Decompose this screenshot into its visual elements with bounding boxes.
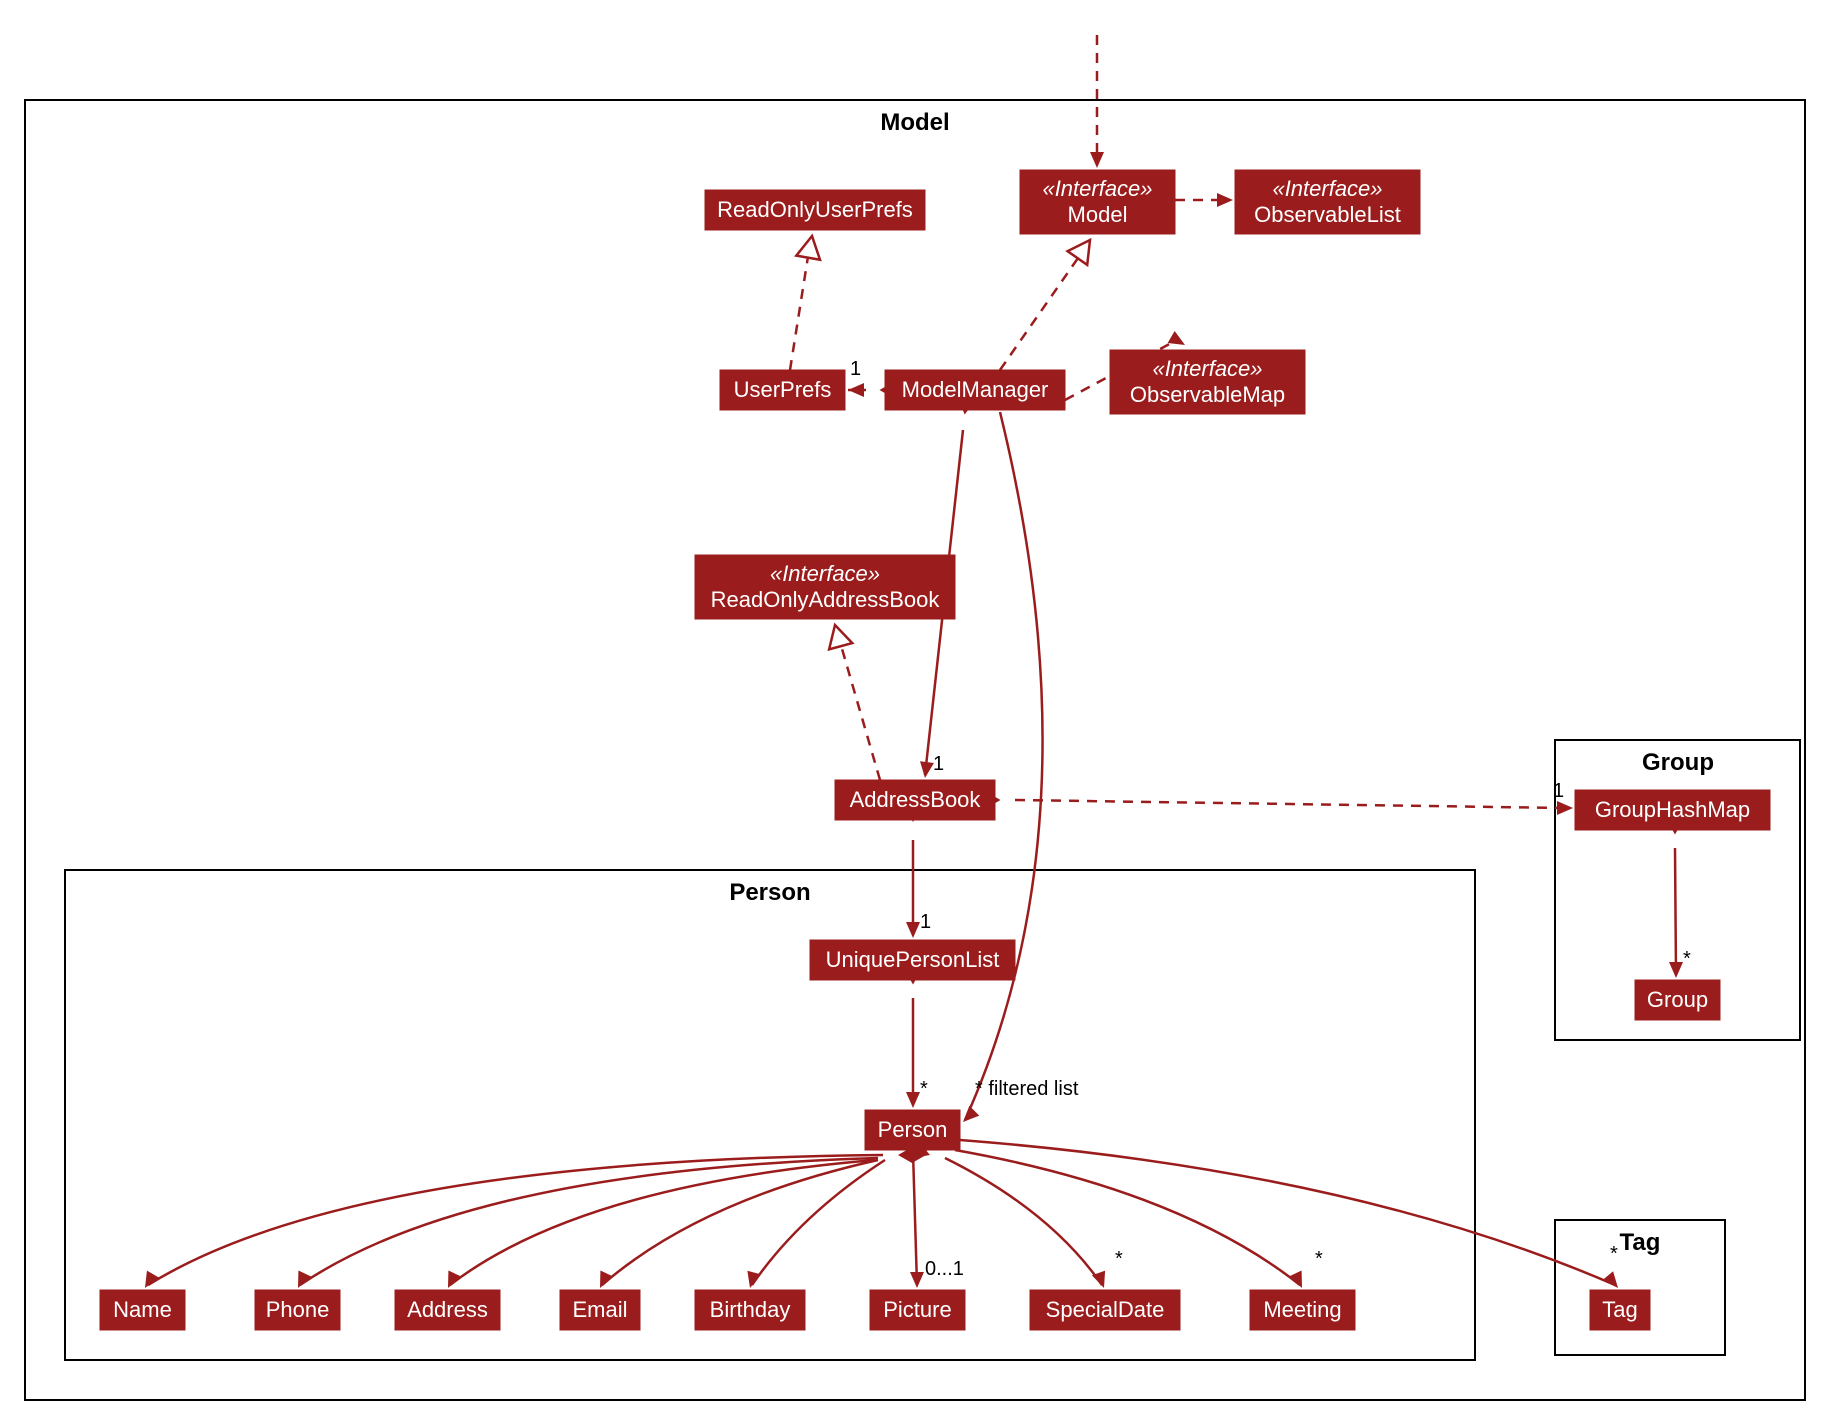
package-title-person: Person — [729, 879, 810, 906]
svg-text:Email: Email — [572, 1297, 627, 1322]
node-person: Person — [865, 1110, 960, 1150]
node-uniquePersonList: UniquePersonList — [810, 940, 1015, 980]
node-observableMap: «Interface»ObservableMap — [1110, 350, 1305, 414]
svg-text:Phone: Phone — [266, 1297, 330, 1322]
svg-text:*: * — [1683, 948, 1691, 970]
svg-text:*: * — [1315, 1248, 1323, 1270]
svg-text:«Interface»: «Interface» — [770, 561, 880, 586]
node-specialDate: SpecialDate — [1030, 1290, 1180, 1330]
node-observableList: «Interface»ObservableList — [1235, 170, 1420, 234]
node-tag: Tag — [1590, 1290, 1650, 1330]
node-address: Address — [395, 1290, 500, 1330]
package-title-tag: Tag — [1620, 1229, 1661, 1256]
svg-text:GroupHashMap: GroupHashMap — [1595, 797, 1750, 822]
svg-text:1: 1 — [920, 911, 931, 933]
svg-text:Person: Person — [878, 1117, 948, 1142]
svg-text:Model: Model — [1068, 202, 1128, 227]
svg-text:UniquePersonList: UniquePersonList — [826, 947, 1000, 972]
node-readOnlyUserPrefs: ReadOnlyUserPrefs — [705, 190, 925, 230]
svg-text:UserPrefs: UserPrefs — [734, 377, 832, 402]
svg-text:*: * — [1115, 1248, 1123, 1270]
svg-text:«Interface»: «Interface» — [1042, 176, 1152, 201]
edge-p-picture: 0...1 — [910, 1152, 964, 1288]
svg-text:«Interface»: «Interface» — [1152, 356, 1262, 381]
svg-text:1: 1 — [933, 753, 944, 775]
node-groupHashMap: GroupHashMap — [1575, 790, 1770, 830]
svg-text:Birthday: Birthday — [710, 1297, 791, 1322]
edge-ab-to-ghm: 1 — [970, 780, 1573, 815]
node-userPrefs: UserPrefs — [720, 370, 845, 410]
node-email: Email — [560, 1290, 640, 1330]
svg-text:*: * — [920, 1078, 928, 1100]
edge-p-tag: * — [916, 1128, 1623, 1293]
svg-text:Meeting: Meeting — [1263, 1297, 1341, 1322]
node-readOnlyAddressBook: «Interface»ReadOnlyAddressBook — [695, 555, 955, 619]
package-title-model: Model — [880, 109, 949, 136]
edge-model-to-obslist — [1175, 193, 1233, 207]
edge-mm-realize-model — [1000, 233, 1100, 370]
node-ifaceModel: «Interface»Model — [1020, 170, 1175, 234]
svg-text:Picture: Picture — [883, 1297, 951, 1322]
edge-p-email — [594, 1160, 878, 1291]
nodes-layer: ReadOnlyUserPrefs«Interface»Model«Interf… — [100, 170, 1770, 1330]
svg-text:«Interface»: «Interface» — [1272, 176, 1382, 201]
svg-text:1: 1 — [1553, 780, 1564, 802]
uml-class-diagram: Model Person Group Tag 1 1 1 * 1 * * filtered list… — [0, 0, 1830, 1412]
svg-text:SpecialDate: SpecialDate — [1046, 1297, 1165, 1322]
svg-text:ReadOnlyAddressBook: ReadOnlyAddressBook — [711, 587, 941, 612]
svg-text:ModelManager: ModelManager — [902, 377, 1049, 402]
node-name: Name — [100, 1290, 185, 1330]
svg-text:0...1: 0...1 — [925, 1258, 964, 1280]
edge-p-birthday — [743, 1160, 885, 1290]
svg-text:Group: Group — [1647, 987, 1708, 1012]
package-title-group: Group — [1642, 749, 1714, 776]
edge-ab-realize-roab — [823, 622, 880, 780]
node-phone: Phone — [255, 1290, 340, 1330]
svg-text:1: 1 — [850, 358, 861, 380]
node-modelManager: ModelManager — [885, 370, 1065, 410]
edge-mm-to-person: * filtered list — [958, 412, 1079, 1127]
svg-text:ObservableList: ObservableList — [1254, 202, 1401, 227]
svg-text:* filtered list: * filtered list — [975, 1078, 1079, 1100]
node-addressBook: AddressBook — [835, 780, 995, 820]
edge-userprefs-realize-roup — [790, 234, 824, 370]
svg-text:Tag: Tag — [1602, 1297, 1637, 1322]
svg-text:ReadOnlyUserPrefs: ReadOnlyUserPrefs — [717, 197, 913, 222]
edge-p-phone — [292, 1158, 878, 1291]
svg-text:AddressBook: AddressBook — [850, 787, 982, 812]
svg-text:Name: Name — [113, 1297, 172, 1322]
package-person — [65, 870, 1475, 1360]
node-group: Group — [1635, 980, 1720, 1020]
svg-text:*: * — [1610, 1243, 1618, 1265]
edge-ext-to-model — [1090, 35, 1104, 168]
svg-text:Address: Address — [407, 1297, 488, 1322]
node-birthday: Birthday — [695, 1290, 805, 1330]
node-picture: Picture — [870, 1290, 965, 1330]
svg-text:ObservableMap: ObservableMap — [1130, 382, 1285, 407]
node-meeting: Meeting — [1250, 1290, 1355, 1330]
